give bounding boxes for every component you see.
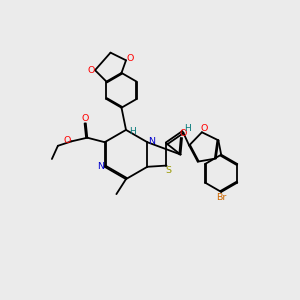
Text: N: N xyxy=(97,162,104,171)
Text: H: H xyxy=(129,127,136,136)
Text: O: O xyxy=(179,129,187,138)
Text: Br: Br xyxy=(217,194,227,202)
Text: H: H xyxy=(184,124,191,133)
Text: O: O xyxy=(82,114,89,123)
Text: O: O xyxy=(87,66,95,75)
Text: S: S xyxy=(165,167,171,176)
Text: N: N xyxy=(148,137,155,146)
Text: O: O xyxy=(126,54,134,63)
Text: O: O xyxy=(63,136,70,145)
Text: O: O xyxy=(201,124,208,133)
